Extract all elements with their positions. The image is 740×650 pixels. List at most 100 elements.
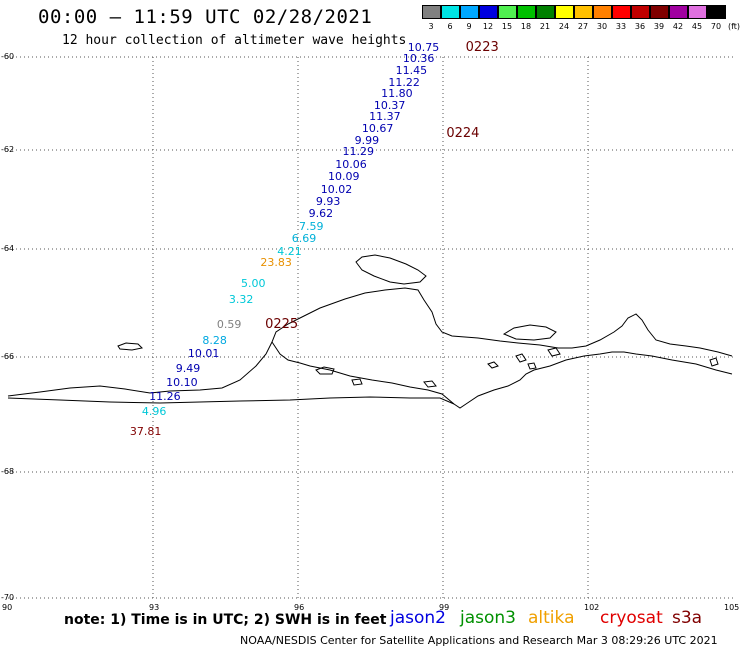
map-subtitle: 12 hour collection of altimeter wave hei…	[62, 33, 407, 48]
legend-label: 42	[672, 22, 684, 31]
legend-label: 15	[501, 22, 513, 31]
lower-coastline	[7, 396, 455, 405]
swh-observation: 37.81	[129, 424, 162, 438]
ice-island-small-6	[527, 362, 537, 370]
lat-tick-label: -66	[1, 352, 15, 361]
lat-lon-grid	[8, 56, 733, 599]
lon-tick-label: 102	[584, 603, 600, 612]
swh-observation: 10.02	[320, 182, 353, 196]
swh-observation: 11.29	[342, 145, 375, 159]
swh-observation: 5.00	[241, 277, 266, 291]
swh-observation: 4.96	[141, 404, 167, 418]
swh-observation: 10.01	[187, 347, 220, 361]
map-title: 00:00 – 11:59 UTC 02/28/2021	[38, 6, 373, 28]
lon-tick-label: 96	[294, 603, 305, 612]
legend-swatch	[517, 5, 536, 19]
swh-observation: 10.10	[166, 375, 198, 389]
ice-island-west	[117, 342, 144, 351]
swh-observation: 6.69	[291, 232, 317, 246]
lon-tick-label: 99	[439, 603, 450, 612]
swh-observation: 0.59	[216, 317, 242, 331]
antarctic-coastline-main	[7, 287, 733, 397]
swh-observation: 10.75	[407, 40, 440, 54]
legend-swatch	[574, 5, 593, 19]
legend-label: 39	[653, 22, 665, 31]
legend-label: 70	[710, 22, 722, 31]
swh-observation: 23.83	[260, 255, 292, 269]
swh-observation: 3.32	[228, 293, 254, 307]
swh-observation: 10.36	[402, 52, 435, 66]
swh-observation: 10.37	[373, 98, 406, 112]
satellite-legend-jason3: jason3	[460, 608, 516, 628]
legend-label: 18	[520, 22, 532, 31]
satellite-legend-altika: altika	[528, 608, 575, 628]
swh-observation: 11.22	[388, 75, 420, 89]
ice-island-small-7	[547, 347, 561, 357]
satellite-legend-s3a: s3a	[672, 608, 703, 628]
legend-label: 33	[615, 22, 627, 31]
lat-tick-label: -64	[1, 244, 15, 253]
legend-label: 30	[596, 22, 608, 31]
ice-island-small-1	[315, 366, 335, 375]
legend-swatch	[498, 5, 517, 19]
coastline	[7, 254, 733, 409]
legend-label: 36	[634, 22, 646, 31]
lon-tick-label: 90	[2, 603, 13, 612]
legend-swatch	[536, 5, 555, 19]
lon-tick-label: 93	[149, 603, 160, 612]
lat-tick-label: -60	[1, 52, 15, 61]
legend-swatch	[460, 5, 479, 19]
legend-label: 21	[539, 22, 551, 31]
legend-label: 9	[466, 22, 472, 31]
swh-observation: 9.49	[175, 361, 201, 375]
footnote: note: 1) Time is in UTC; 2) SWH is in fe…	[64, 612, 387, 628]
legend-swatch	[669, 5, 688, 19]
swh-observation: 8.28	[202, 333, 227, 347]
swh-observation: 11.45	[395, 63, 428, 77]
swh-observation: 11.37	[369, 110, 401, 124]
ice-island-small-2	[351, 378, 363, 386]
legend-label: 6	[447, 22, 453, 31]
satellite-legend-jason2: jason2	[390, 608, 446, 628]
lat-tick-label: -62	[1, 145, 15, 154]
legend-label: 45	[691, 22, 703, 31]
credit-line: NOAA/NESDIS Center for Satellite Applica…	[240, 634, 718, 647]
ice-island-small-5	[515, 353, 527, 363]
legend-swatch	[422, 5, 441, 19]
legend-swatch	[707, 5, 726, 19]
legend-swatch	[593, 5, 612, 19]
swh-observation: 7.59	[299, 219, 324, 233]
ice-island-small-8	[709, 357, 719, 367]
lon-tick-label: 105	[724, 603, 740, 612]
swh-observation: 4.21	[277, 244, 302, 258]
pass-time-label: 0223	[465, 39, 499, 55]
legend-label: 3	[428, 22, 434, 31]
swh-observation: 11.80	[381, 87, 413, 101]
satellite-legend-cryosat: cryosat	[600, 608, 663, 628]
ice-island-small-3	[423, 380, 437, 388]
ice-island-north	[355, 254, 427, 285]
legend-swatch	[631, 5, 650, 19]
legend-label: 24	[558, 22, 570, 31]
swh-observation: 9.99	[354, 133, 380, 147]
legend-swatch	[650, 5, 669, 19]
pass-time-label: 0224	[446, 125, 480, 141]
legend-swatch	[555, 5, 574, 19]
legend-label: 27	[577, 22, 589, 31]
legend-swatch	[441, 5, 460, 19]
legend-unit: (ft)	[728, 22, 740, 31]
pass-time-label: 0225	[265, 316, 299, 332]
legend-swatch	[479, 5, 498, 19]
legend-swatch	[688, 5, 707, 19]
lat-tick-label: -68	[1, 467, 15, 476]
ice-island-east	[502, 324, 557, 341]
legend-label: 12	[482, 22, 494, 31]
swh-observation: 10.09	[328, 170, 360, 184]
swh-observation: 9.93	[315, 194, 341, 208]
swh-observation: 9.62	[308, 207, 334, 221]
ice-island-small-4	[487, 361, 499, 369]
swh-observation: 11.26	[149, 390, 181, 404]
lat-tick-label: -70	[1, 593, 15, 602]
swh-observation: 10.06	[335, 157, 367, 171]
